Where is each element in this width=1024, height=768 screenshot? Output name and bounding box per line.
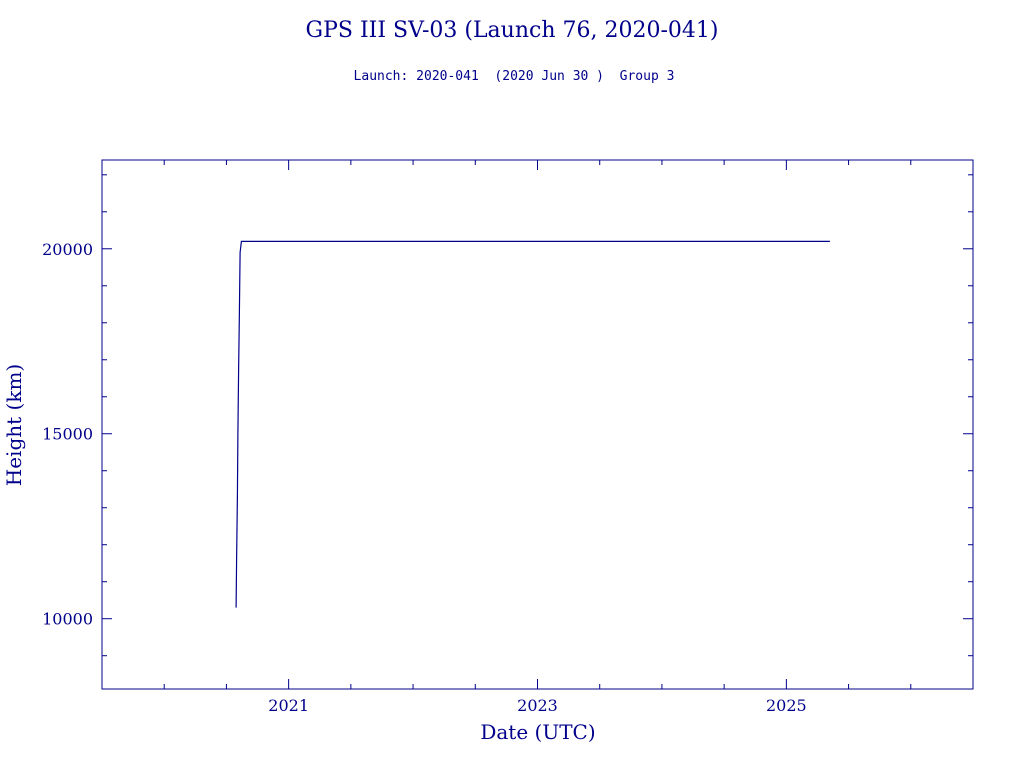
y-axis-label: Height (km): [2, 364, 26, 486]
chart-title: GPS III SV-03 (Launch 76, 2020-041): [306, 18, 719, 43]
plot-frame: [101, 159, 974, 690]
chart-subtitle: Launch: 2020-041 (2020 Jun 30 ) Group 3: [354, 69, 675, 84]
y-tick-label: 10000: [42, 610, 93, 629]
x-tick-label: 2025: [766, 696, 807, 715]
x-axis-label: Date (UTC): [480, 720, 595, 744]
x-tick-label: 2021: [268, 696, 309, 715]
axes: 2021 2023 2025 10000 15000 20000: [42, 160, 973, 715]
x-tick-label: 2023: [517, 696, 558, 715]
series-line: [235, 240, 830, 608]
series-layer: [235, 240, 830, 608]
y-tick-label: 20000: [42, 240, 93, 259]
y-tick-label: 15000: [42, 425, 93, 444]
